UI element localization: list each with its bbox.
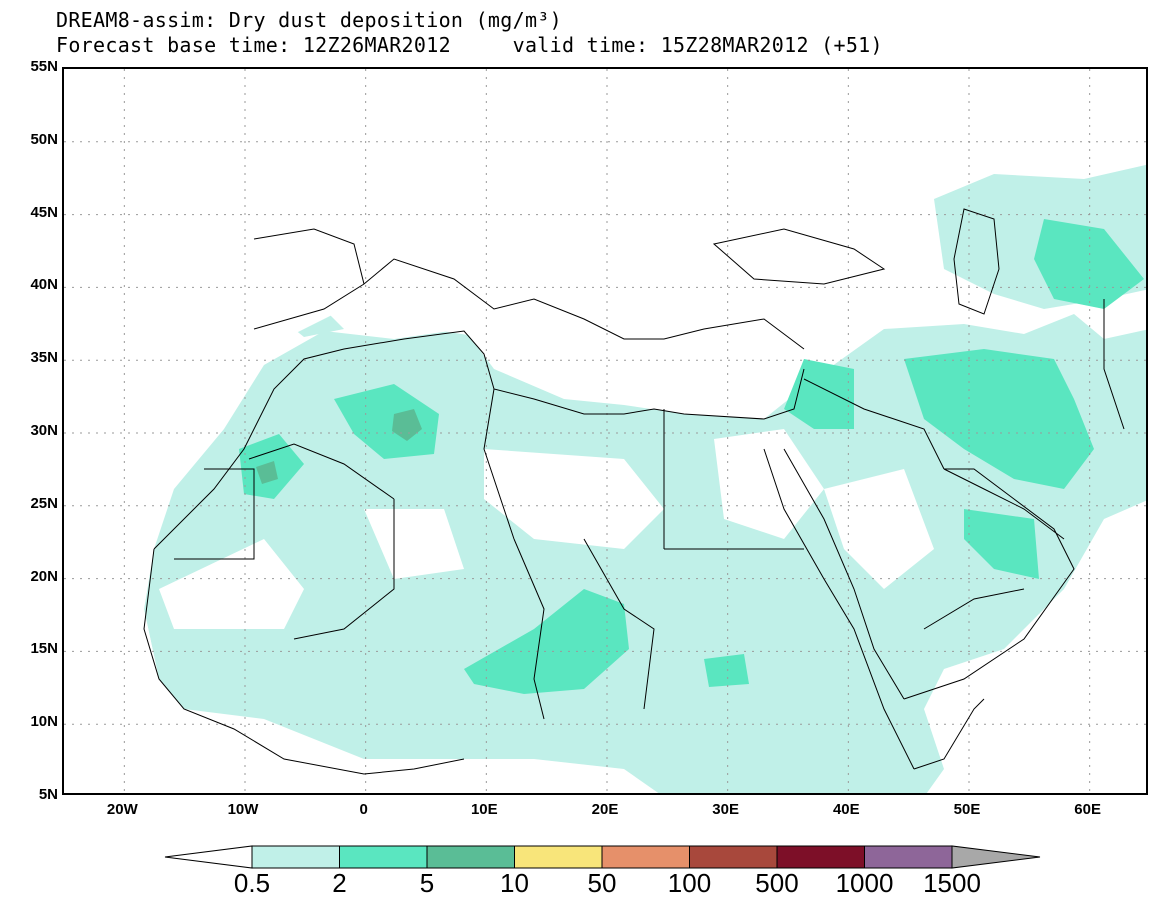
coastline-red-sea-east	[783, 448, 905, 700]
longitude-label: 10W	[227, 801, 259, 818]
dust-core-algeria	[334, 384, 439, 459]
dust-peak-algeria	[392, 409, 422, 441]
colorbar-tick-label: 1000	[835, 868, 894, 898]
map-panel	[62, 67, 1148, 795]
dust-field-white-gaps	[64, 69, 934, 793]
colorbar-box	[426, 845, 515, 869]
colorbar-tick-label: 500	[755, 868, 799, 898]
dust-peak-morocco	[256, 461, 278, 484]
border-algeria-libya	[483, 388, 515, 540]
colorbar-tick-label: 0.5	[233, 868, 271, 898]
dust-field-dark	[256, 409, 422, 484]
colorbar-box	[251, 845, 340, 869]
coastline-horn-of-africa	[913, 698, 985, 770]
colorbar-box	[601, 845, 690, 869]
latitude-label: 45N	[30, 203, 58, 221]
coastline-iberia	[253, 228, 365, 285]
border-mauritania	[174, 468, 255, 560]
coastline-arabian-peninsula	[903, 468, 1075, 700]
colorbar-box	[339, 845, 428, 869]
colorbar-box	[514, 845, 603, 869]
colorbar-tick-label: 10	[500, 868, 529, 898]
coastline-persian-gulf	[943, 468, 1065, 540]
longitude-label: 0	[359, 801, 368, 818]
longitude-label: 10E	[470, 801, 498, 818]
dust-field-medium	[239, 219, 1144, 694]
longitude-label: 60E	[1074, 801, 1101, 818]
longitude-label: 20W	[106, 801, 138, 818]
colorbar-tick-label: 5	[419, 868, 435, 898]
dust-core-levant	[784, 359, 854, 429]
border-saudi-iraq	[803, 378, 945, 470]
coastline-red-sea-west	[763, 448, 915, 770]
border-chad-sudan	[583, 538, 655, 710]
border-niger-chad	[513, 538, 545, 720]
latitude-label: 50N	[30, 130, 58, 148]
colorbar-high-triangle	[951, 845, 1041, 869]
colorbar-box	[689, 845, 778, 869]
latitude-label: 55N	[30, 58, 58, 75]
colorbar-tick-label: 50	[587, 868, 617, 898]
latitude-label: 30N	[30, 422, 58, 439]
longitude-label: 30E	[712, 801, 739, 818]
latitude-label: 35N	[30, 349, 58, 367]
latitude-label: 10N	[30, 713, 58, 731]
coastline-west-africa	[143, 548, 465, 775]
latitude-label: 40N	[30, 276, 58, 294]
gridlines	[64, 69, 1146, 793]
longitude-label: 40E	[832, 801, 860, 818]
title-line-2: Forecast base time: 12Z26MAR2012 valid t…	[56, 33, 883, 57]
dust-core-arabia	[964, 509, 1039, 579]
colorbar-tick-label: 1500	[923, 868, 981, 898]
colorbar	[164, 845, 1041, 869]
dust-core-central-asia	[1034, 219, 1144, 309]
coastlines-and-borders	[143, 208, 1125, 775]
latitude-label: 15N	[30, 640, 58, 658]
longitude-label: 50E	[953, 801, 981, 818]
coastline-black-sea	[712, 228, 886, 285]
latitude-label: 5N	[38, 786, 58, 803]
colorbar-tick-label: 100	[667, 868, 712, 898]
dust-core-chad	[464, 589, 629, 694]
border-iran-afghanistan	[1103, 299, 1125, 430]
dust-core-iraq-iran	[904, 349, 1094, 489]
dust-core-sudan	[704, 654, 749, 687]
border-mali-niger	[293, 499, 395, 640]
border-saudi-yemen	[923, 588, 1025, 630]
colorbar-tick-label: 2	[332, 868, 347, 898]
colorbar-box	[776, 845, 865, 869]
latitude-label: 25N	[30, 494, 58, 512]
map-plot	[64, 69, 1146, 793]
latitude-label: 20N	[30, 567, 58, 585]
colorbar-low-triangle	[164, 845, 253, 869]
title-line-1: DREAM8-assim: Dry dust deposition (mg/m³…	[56, 8, 562, 32]
border-morocco-algeria	[248, 443, 395, 500]
colorbar-box	[864, 845, 953, 869]
coastline-north-africa	[153, 330, 805, 550]
coastline-caspian-sea	[953, 208, 1000, 315]
longitude-label: 20E	[591, 801, 619, 818]
